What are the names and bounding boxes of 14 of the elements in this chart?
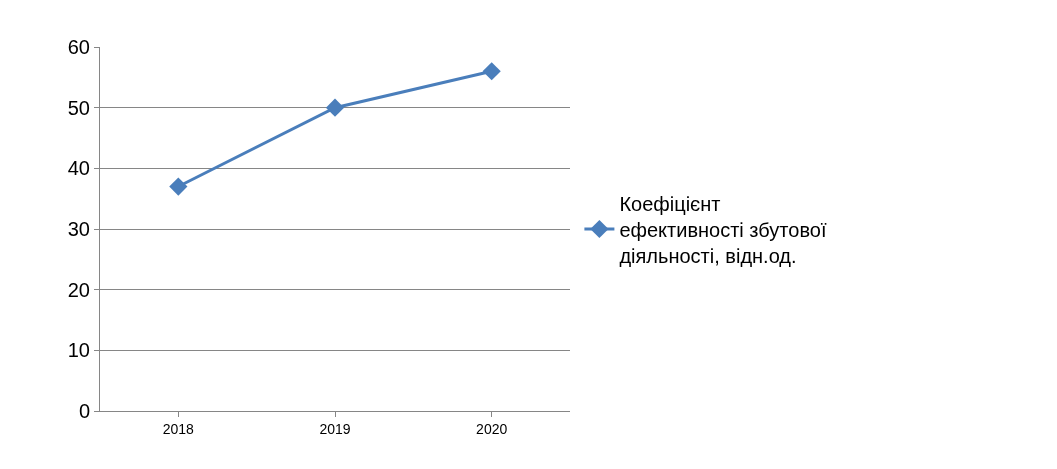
y-tick-label: 0 — [78, 400, 90, 422]
y-tick-label: 30 — [67, 218, 90, 240]
point — [325, 98, 345, 117]
y-tick-label: 50 — [67, 96, 90, 119]
point — [169, 177, 188, 196]
y-tick-label: 60 — [67, 36, 90, 58]
point — [482, 62, 501, 81]
y-tick-label: 40 — [67, 157, 90, 180]
x-tick-label: 2019 — [319, 420, 351, 437]
legend-label: Коефіцієнт ефективності збутової діяльності, відн.од. — [619, 192, 827, 267]
y-tick-label: 20 — [67, 278, 90, 301]
x-tick-label: 2018 — [162, 420, 195, 437]
y-tick-label: 10 — [67, 339, 90, 362]
x-tick-label: 2020 — [476, 420, 508, 437]
